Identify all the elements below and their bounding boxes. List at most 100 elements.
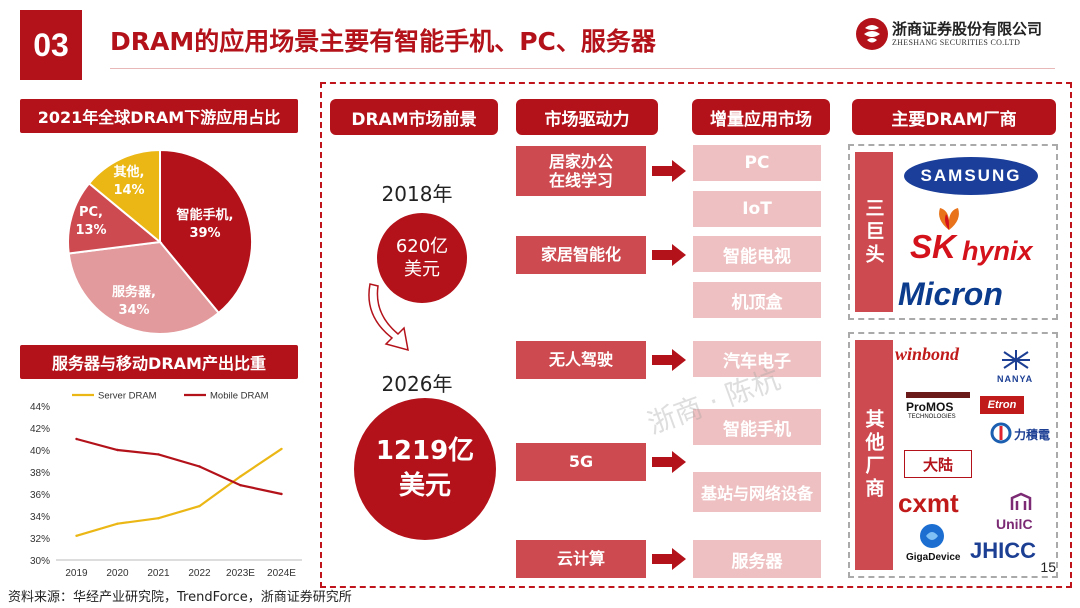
x-tick-label: 2024E [267,568,296,579]
market-auto-electronics: 汽车电子 [693,341,821,377]
arrow-right-icon [652,160,686,182]
pie-label-pc-pct: 13% [75,222,107,238]
pie-chart [67,148,253,335]
nanya-logo-text: NANYA [997,374,1034,384]
market-size-2018-value: 620亿 [395,235,449,257]
vendor-group-big-three-label: 三巨头 [855,152,893,312]
x-tick-label: 2023E [226,568,255,579]
psmc-logo-icon [990,422,1012,444]
main-panel [320,82,1072,588]
column-header-prospect: DRAM市场前景 [330,99,498,135]
pie-label-other: 其他, 14% [102,164,156,199]
brand-name-en: ZHESHANG SECURITIES CO.LTD [892,38,1021,47]
arrow-right-icon [652,349,686,371]
market-size-2026-unit: 美元 [398,471,451,501]
page-number: 15 [1040,559,1056,575]
pie-label-smartphone-name: 智能手机, [176,208,234,223]
samsung-logo-text: SAMSUNG [920,166,1022,185]
pie-label-server: 服务器, 34% [104,284,164,319]
gigadevice-logo-icon [920,524,944,548]
vendor-group-big-three [848,144,1058,320]
vendor-group-others [848,332,1058,578]
page-title: DRAM的应用场景主要有智能手机、PC、服务器 [110,27,656,56]
series-line-mobile [76,437,282,496]
brand-emblem-icon [856,18,888,50]
data-point [239,484,242,487]
y-tick-label: 38% [30,468,50,479]
data-point [280,447,283,451]
unilc-logo-icon [1010,492,1032,510]
nanya-logo-icon [1002,350,1030,370]
pie-label-server-pct: 34% [118,302,150,318]
pie-label-smartphone-pct: 39% [189,225,221,241]
micron-logo-text: Micron [898,276,1003,312]
data-point [75,437,78,441]
data-point [280,492,283,496]
data-point [75,534,78,537]
y-tick-label: 36% [30,490,50,501]
driver-smart-home: 家居智能化 [516,236,646,274]
section-number: 03 [20,10,82,80]
unilc-logo-text: UnilC [996,516,1033,532]
data-point [157,517,160,520]
pie-label-pc: PC, 13% [68,204,114,239]
data-point [157,453,160,456]
driver-autonomous-driving: 无人驾驶 [516,341,646,379]
arrow-right-icon [652,548,686,570]
pie-slice [159,148,253,315]
brand-logo: 浙商证券股份有限公司 ZHESHANG SECURITIES CO.LTD [856,16,1052,56]
market-smartphone: 智能手机 [693,409,821,445]
samsung-logo: SAMSUNG [904,157,1038,195]
series-line-server [76,447,283,537]
year-2026: 2026年 [381,372,453,396]
arrow-right-icon [652,244,686,266]
y-tick-label: 44% [30,402,50,413]
pie-slice [67,240,221,335]
pie-label-pc-name: PC, [78,205,103,220]
cxmt-logo-text: cxmt [898,488,959,518]
market-size-2018-unit: 美元 [404,259,440,280]
legend-label: Mobile DRAM [210,391,269,402]
sk-butterfly-icon [939,208,959,230]
market-smart-tv: 智能电视 [693,236,821,272]
pie-label-other-pct: 14% [113,182,145,198]
data-point [198,465,201,468]
pie-slice [87,148,161,245]
market-server: 服务器 [693,540,821,578]
x-tick-label: 2021 [147,568,170,579]
driver-remote-work: 居家办公 在线学习 [516,146,646,196]
pie-chart-title: 2021年全球DRAM下游应用占比 [20,99,298,133]
y-tick-label: 42% [30,424,50,435]
column-header-vendors: 主要DRAM厂商 [852,99,1056,135]
promos-logo-text: ProMOS [906,400,954,414]
driver-remote-work-line1: 居家办公 [548,151,613,171]
x-tick-label: 2020 [106,568,129,579]
year-2018: 2018年 [381,182,453,206]
arrow-right-icon [652,451,686,473]
data-point [198,504,201,508]
market-size-2018: 620亿 美元 [377,213,467,303]
column-header-drivers: 市场驱动力 [516,99,658,135]
line-chart-title: 服务器与移动DRAM产出比重 [20,345,298,379]
x-tick-label: 2019 [65,568,88,579]
header-divider [110,68,1055,69]
brand-name-cn: 浙商证券股份有限公司 [892,20,1043,38]
winbond-logo-text: winbond [895,344,960,364]
growth-arrow-icon [368,283,409,352]
jhicc-logo-text: JHICC [970,538,1037,563]
y-tick-label: 30% [30,556,50,567]
market-size-2026-value: 1219亿 [375,435,475,466]
psmc-logo-text: 力積電 [1014,428,1051,442]
data-source: 资料来源：华经产业研究院，TrendForce，浙商证券研究所 [8,590,352,605]
driver-5g: 5G [516,443,646,481]
driver-remote-work-line2: 在线学习 [548,171,613,190]
y-tick-label: 34% [30,512,50,523]
data-point [239,475,242,478]
market-set-top-box: 机顶盒 [693,282,821,318]
market-base-station: 基站与网络设备 [693,472,821,512]
y-tick-label: 40% [30,446,50,457]
driver-cloud-computing: 云计算 [516,540,646,578]
promos-logo-subtext: TECHNOLOGIES [908,414,956,420]
etron-logo-text: Etron [980,396,1024,414]
data-point [116,448,119,452]
